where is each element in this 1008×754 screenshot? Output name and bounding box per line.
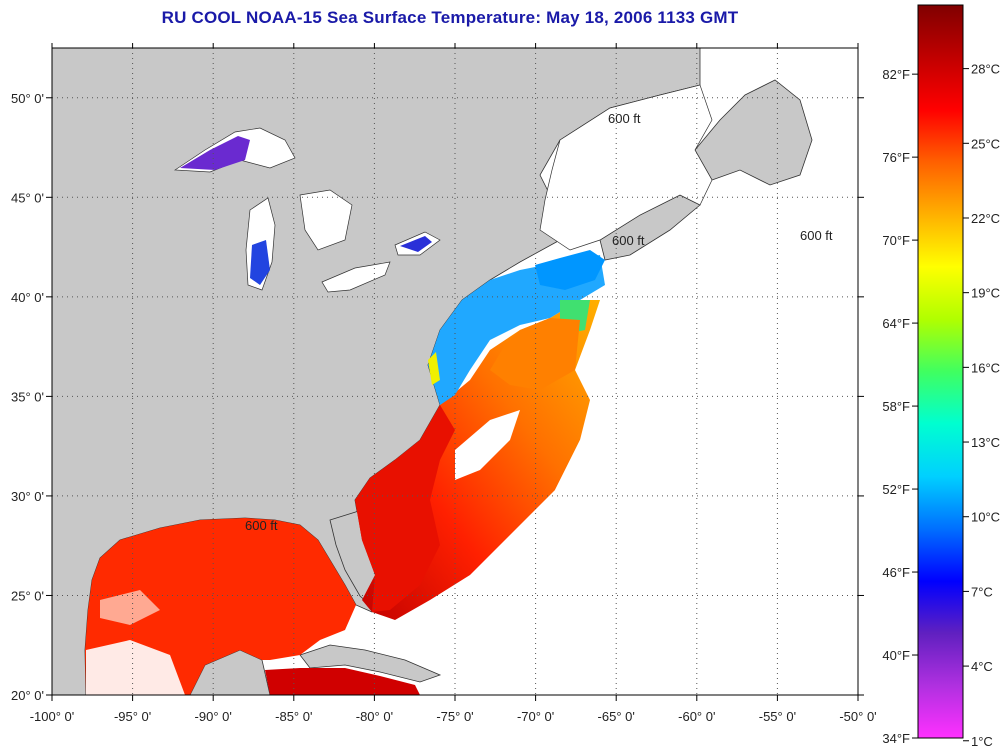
gulf-stream-core <box>355 405 455 612</box>
colorbar-ticks: 34°F 40°F 46°F 52°F 58°F 64°F 70°F 76°F 82°F 1°C 4… <box>882 62 1000 749</box>
fahrenheit-label: 70°F <box>882 233 910 248</box>
celsius-label: 19°C <box>971 286 1000 301</box>
lon-tick-label: -50° 0' <box>839 709 876 724</box>
celsius-label: 1°C <box>971 734 993 749</box>
celsius-label: 4°C <box>971 659 993 674</box>
lon-tick-label: -55° 0' <box>759 709 796 724</box>
fahrenheit-label: 64°F <box>882 316 910 331</box>
lake-ontario-sst <box>400 236 432 252</box>
lon-tick-label: -70° 0' <box>517 709 554 724</box>
celsius-label: 22°C <box>971 211 1000 226</box>
fahrenheit-label: 82°F <box>882 67 910 82</box>
fahrenheit-label: 52°F <box>882 482 910 497</box>
map-title: RU COOL NOAA-15 Sea Surface Temperature:… <box>161 8 739 27</box>
lake-michigan-sst <box>250 240 270 285</box>
map-axes: -100° 0' -95° 0' -90° 0' -85° 0' -80° 0' -75°… <box>11 43 877 724</box>
fahrenheit-label: 40°F <box>882 648 910 663</box>
lat-tick-label: 40° 0' <box>11 290 44 305</box>
contour-labels: 600 ft 600 ft 600 ft 600 ft <box>245 111 833 533</box>
lake-huron <box>299 189 353 251</box>
lake-superior-sst <box>180 136 250 170</box>
lat-tick-label: 35° 0' <box>11 389 44 404</box>
contour-label: 600 ft <box>800 228 833 243</box>
fahrenheit-label: 76°F <box>882 150 910 165</box>
celsius-label: 7°C <box>971 584 993 599</box>
land-cuba <box>299 644 442 683</box>
fahrenheit-label: 58°F <box>882 399 910 414</box>
lake-erie <box>321 261 391 293</box>
contour-label: 600 ft <box>612 233 645 248</box>
lon-tick-label: -90° 0' <box>195 709 232 724</box>
cloud-gap-gs <box>455 410 520 480</box>
lon-tick-label: -85° 0' <box>275 709 312 724</box>
celsius-label: 28°C <box>971 62 1000 77</box>
lon-tick-label: -75° 0' <box>436 709 473 724</box>
fahrenheit-label: 34°F <box>882 731 910 746</box>
mid-atlantic-shelf-sst <box>428 255 605 405</box>
gulf-of-maine-sst <box>535 250 605 290</box>
cloud-gap-east <box>555 430 640 520</box>
map-imagery <box>52 48 858 695</box>
gulf-cloud-patch <box>86 640 185 695</box>
lon-tick-label: -60° 0' <box>678 709 715 724</box>
colorbar-scale <box>917 4 964 739</box>
lat-tick-label: 30° 0' <box>11 489 44 504</box>
lon-tick-label: -95° 0' <box>114 709 151 724</box>
lon-tick-label: -100° 0' <box>30 709 75 724</box>
lat-tick-label: 50° 0' <box>11 91 44 106</box>
celsius-label: 13°C <box>971 435 1000 450</box>
gulf-cloud-patch-2 <box>100 590 160 625</box>
chesapeake-yellow <box>428 352 440 385</box>
lat-tick-label: 45° 0' <box>11 190 44 205</box>
lon-tick-label: -65° 0' <box>598 709 635 724</box>
land-newfoundland <box>694 79 813 186</box>
celsius-label: 25°C <box>971 136 1000 151</box>
contour-label: 600 ft <box>245 518 278 533</box>
celsius-label: 16°C <box>971 360 1000 375</box>
fahrenheit-label: 46°F <box>882 565 910 580</box>
contour-label: 600 ft <box>608 111 641 126</box>
celsius-label: 10°C <box>971 510 1000 525</box>
lon-tick-label: -80° 0' <box>356 709 393 724</box>
caribbean-sst <box>265 668 420 695</box>
gulf-st-lawrence <box>539 84 713 251</box>
lat-tick-label: 25° 0' <box>11 588 44 603</box>
lat-tick-label: 20° 0' <box>11 688 44 703</box>
slope-sst <box>490 318 580 390</box>
